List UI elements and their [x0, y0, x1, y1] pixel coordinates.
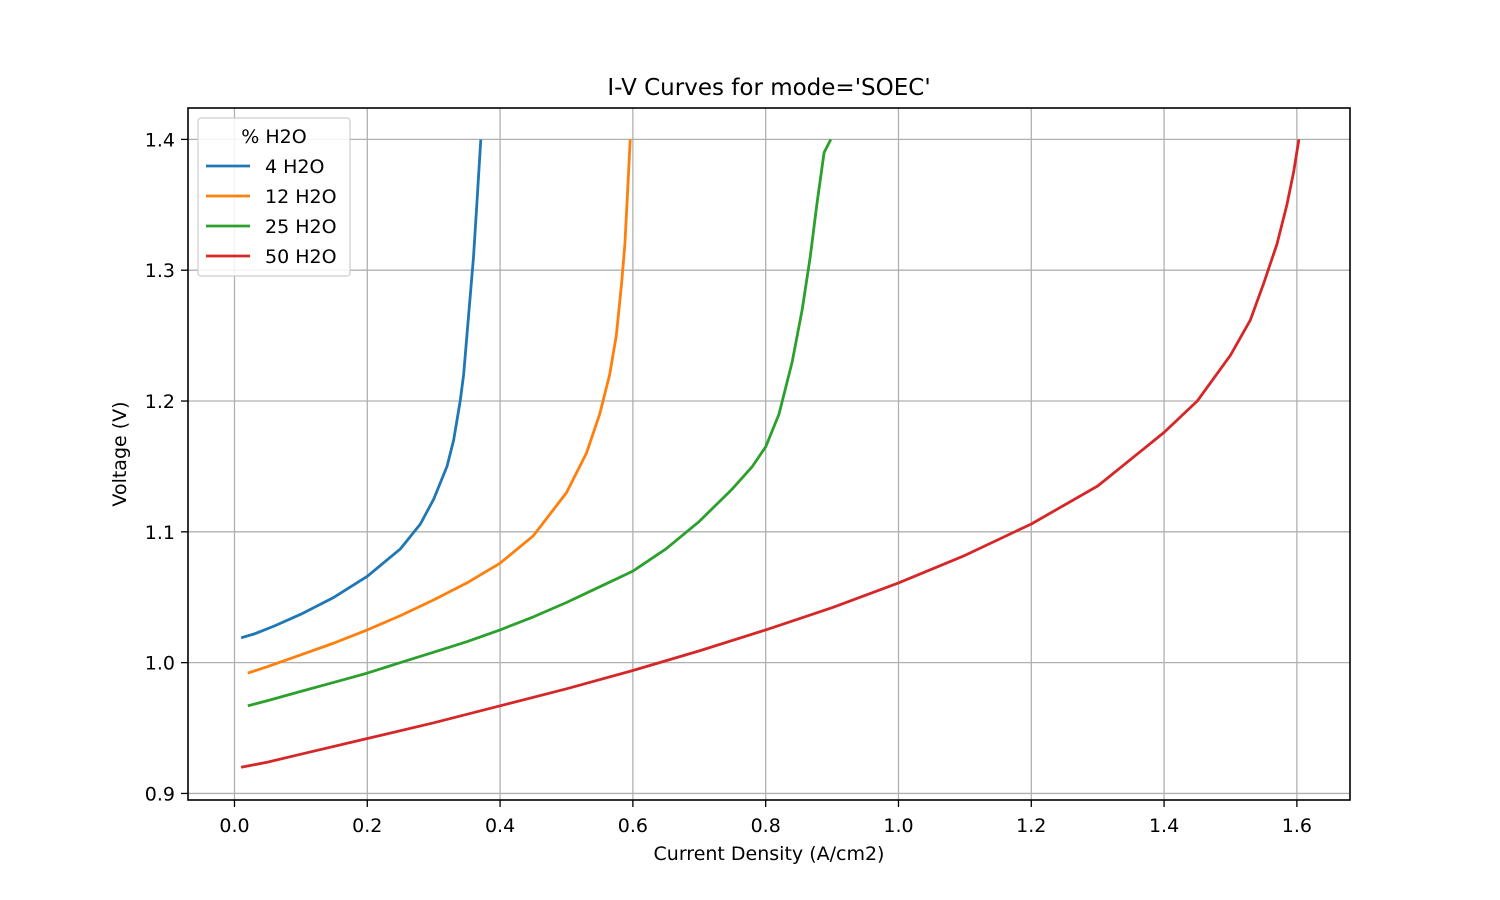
- x-tick-label: 1.6: [1282, 815, 1312, 837]
- y-tick-label: 1.3: [145, 260, 175, 282]
- x-tick-label: 1.4: [1149, 815, 1179, 837]
- legend-label: 25 H2O: [265, 216, 337, 238]
- x-tick-label: 0.6: [618, 815, 648, 837]
- y-tick-label: 0.9: [145, 783, 175, 805]
- series-lines: [240, 138, 1301, 769]
- grid: [188, 108, 1350, 800]
- x-tick-label: 0.4: [485, 815, 515, 837]
- plot-frame: [187, 107, 1351, 801]
- legend-box: [197, 117, 351, 277]
- legend-title: % H2O: [241, 126, 306, 148]
- y-tick-label: 1.0: [145, 653, 175, 675]
- x-tick-label: 0.2: [352, 815, 382, 837]
- chart-title: I-V Curves for mode='SOEC': [607, 75, 930, 101]
- series-line-1: [247, 139, 632, 675]
- y-tick-label: 1.4: [145, 129, 175, 151]
- legend-items: 4 H2O 12 H2O 25 H2O 50 H2O: [206, 156, 337, 268]
- y-axis-label: Voltage (V): [109, 401, 131, 506]
- x-tick-label: 0.0: [219, 815, 249, 837]
- x-tick-label: 0.8: [751, 815, 781, 837]
- x-tick-label: 1.0: [883, 815, 913, 837]
- x-axis-label: Current Density (A/cm2): [654, 843, 885, 865]
- series-line-3: [240, 139, 1301, 769]
- series-line-2: [247, 138, 833, 708]
- legend-label: 4 H2O: [265, 156, 324, 178]
- legend-label: 50 H2O: [265, 246, 337, 268]
- y-tick-label: 1.1: [145, 522, 175, 544]
- legend: % H2O 4 H2O 12 H2O 25 H2O 50 H2O: [197, 117, 351, 277]
- x-tick-label: 1.2: [1016, 815, 1046, 837]
- y-tick-label: 1.2: [145, 391, 175, 413]
- legend-label: 12 H2O: [265, 186, 337, 208]
- axis-ticks: 0.0 0.2 0.4 0.6 0.8 1.0 1.2 1.4 1.6 0.9 1.0 1.1 1.2 1…: [145, 129, 1312, 837]
- series-line-0: [240, 139, 483, 640]
